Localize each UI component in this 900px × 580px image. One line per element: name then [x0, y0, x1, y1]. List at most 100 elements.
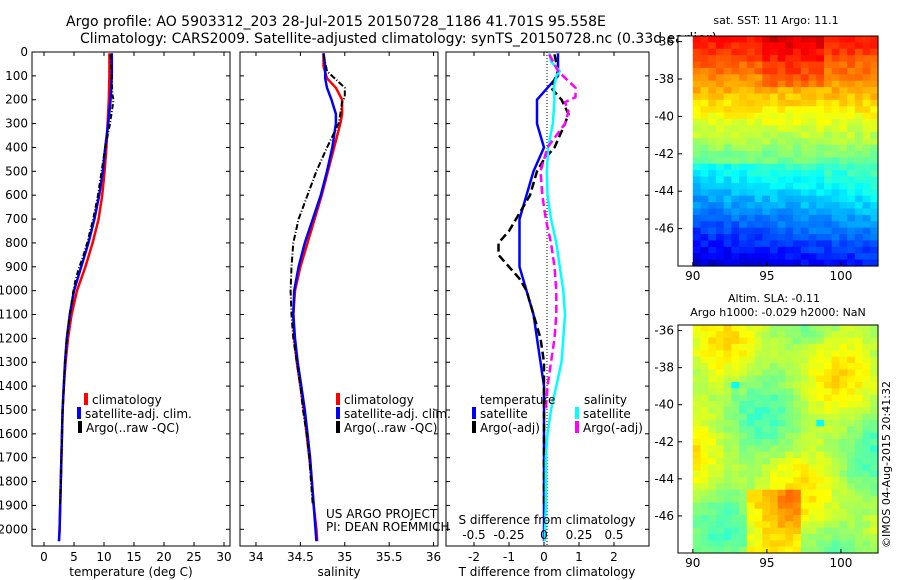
map-cell: [723, 413, 732, 421]
map-cell: [839, 87, 848, 95]
map-cell: [800, 382, 810, 389]
map-cell: [854, 259, 864, 267]
map-cell: [823, 325, 833, 332]
map-cell: [862, 534, 871, 541]
map-cell: [854, 234, 864, 242]
map-cell: [715, 464, 725, 472]
map-cell: [831, 325, 841, 332]
map-cell: [700, 407, 709, 415]
map-cell: [700, 202, 709, 210]
map-cell: [715, 163, 725, 171]
map-cell: [823, 375, 833, 383]
map-cell: [731, 413, 740, 421]
map-cell: [715, 407, 725, 415]
map-cell: [785, 99, 794, 107]
map-cell: [800, 221, 810, 229]
map-cell: [808, 337, 817, 345]
map-cell: [800, 125, 810, 133]
map-cell: [762, 394, 771, 402]
map-cell: [700, 234, 709, 242]
map-cell: [715, 344, 725, 351]
map-cell: [870, 420, 879, 427]
map-cell: [715, 170, 725, 178]
map-cell: [870, 382, 879, 389]
map-cell: [746, 202, 756, 210]
map-cell: [839, 163, 848, 171]
map-cell: [762, 151, 771, 158]
map-cell: [808, 325, 817, 332]
map-cell: [870, 189, 879, 197]
map-cell: [700, 259, 709, 267]
map-cell: [823, 331, 833, 339]
map-cell: [816, 151, 825, 158]
map-cell: [839, 93, 848, 101]
map-cell: [831, 112, 841, 120]
map-cell: [785, 470, 794, 478]
map-cell: [708, 331, 717, 339]
map-cell: [715, 131, 725, 139]
map-cell: [731, 350, 740, 358]
map-cell: [831, 344, 841, 351]
map-cell: [808, 356, 817, 364]
map-cell: [831, 350, 841, 358]
map-cell: [870, 182, 879, 190]
map-cell: [793, 477, 802, 484]
map-cell: [746, 227, 756, 235]
map-cell: [816, 344, 825, 351]
map-cell: [723, 80, 732, 88]
map-cell: [870, 61, 879, 69]
map-cell: [862, 151, 871, 158]
map-cell: [839, 401, 848, 408]
map-cell: [808, 240, 817, 248]
map-cell: [800, 202, 810, 210]
map-cell: [692, 489, 702, 497]
map-cell: [731, 432, 740, 440]
map-cell: [823, 227, 833, 235]
map-cell: [854, 483, 864, 491]
map-cell: [715, 521, 725, 529]
map-cell: [800, 540, 810, 548]
map-cell: [847, 182, 856, 190]
map-cell: [823, 170, 833, 178]
map-cell: [731, 445, 740, 453]
map-cell: [762, 426, 771, 434]
map-cell: [692, 246, 702, 254]
map-cell: [831, 221, 841, 229]
map-cell: [700, 227, 709, 235]
map-cell: [746, 182, 756, 190]
map-cell: [777, 144, 787, 152]
map-cell: [777, 93, 787, 101]
map-cell: [769, 515, 779, 522]
map-cell: [723, 234, 732, 242]
map-cell: [862, 157, 871, 165]
map-cell: [823, 131, 833, 139]
map-cell: [785, 420, 794, 427]
map-cell: [700, 214, 709, 222]
map-cell: [754, 375, 763, 383]
map-cell: [808, 93, 817, 101]
map-cell: [870, 195, 879, 203]
series-line-climatology: [57, 53, 111, 542]
map-cell: [793, 138, 802, 146]
map-cell: [708, 74, 717, 82]
y-tick-label: 1900: [0, 498, 28, 512]
map-cell: [739, 214, 748, 222]
map-cell: [847, 55, 856, 63]
map-cell: [854, 496, 864, 503]
map-cell: [754, 394, 763, 402]
map-cell: [762, 356, 771, 364]
map-cell: [800, 439, 810, 446]
map-cell: [762, 119, 771, 127]
map-cell: [731, 138, 740, 146]
map-cell: [839, 80, 848, 88]
map-cell: [708, 202, 717, 210]
map-cell: [800, 246, 810, 254]
map-cell: [746, 325, 756, 332]
map-cell: [731, 163, 740, 171]
map-cell: [808, 61, 817, 69]
map-cell: [785, 106, 794, 114]
map-cell: [854, 214, 864, 222]
map-cell: [746, 508, 756, 516]
map-cell: [777, 221, 787, 229]
map-cell: [823, 36, 833, 43]
